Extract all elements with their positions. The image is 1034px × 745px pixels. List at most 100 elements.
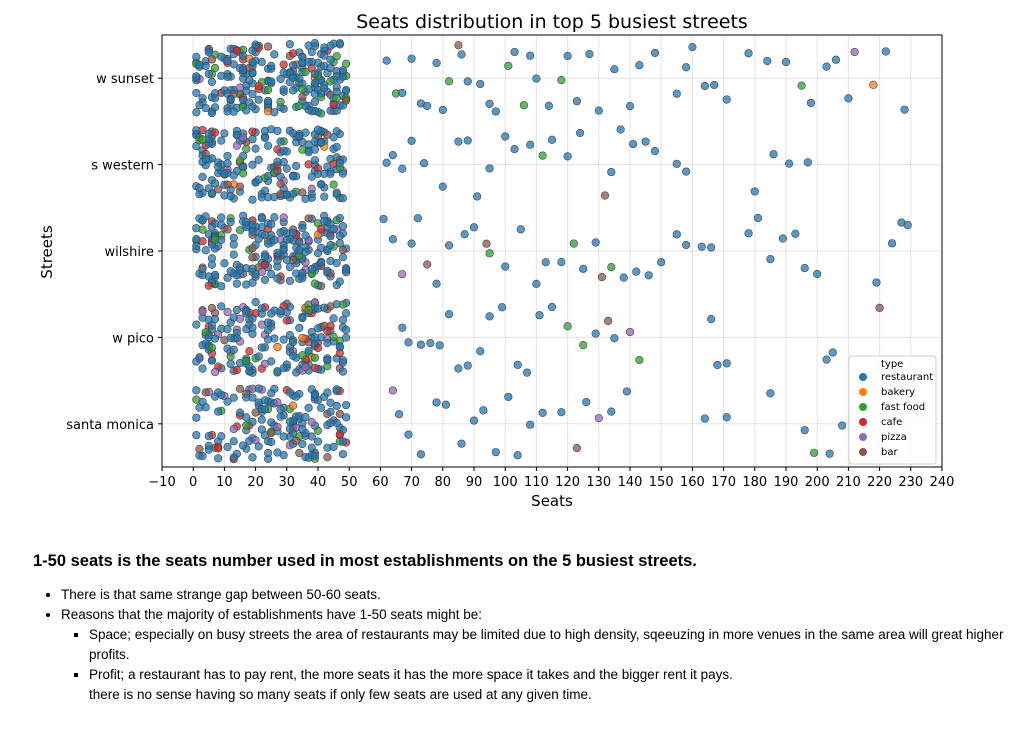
scatter-point <box>800 264 809 273</box>
y-axis-label: Streets <box>38 225 56 279</box>
scatter-point <box>285 276 295 285</box>
legend-label: restaurant <box>881 372 933 383</box>
scatter-point <box>195 183 204 193</box>
scatter-point <box>304 403 313 412</box>
scatter-point <box>497 303 507 312</box>
scatter-point <box>594 414 603 423</box>
scatter-point <box>903 220 912 230</box>
scatter-point <box>398 88 407 98</box>
scatter-point <box>413 214 422 223</box>
scatter-point <box>538 408 547 417</box>
scatter-point <box>700 414 709 423</box>
scatter-point <box>382 56 391 65</box>
scatter-point <box>245 76 254 85</box>
scatter-point <box>763 56 772 66</box>
scatter-point <box>672 89 681 98</box>
scatter-point <box>235 384 245 393</box>
y-tick-label: s western <box>91 159 154 174</box>
legend-label: fast food <box>881 402 925 413</box>
x-tick-label: 10 <box>216 475 233 490</box>
scatter-point <box>629 139 638 149</box>
scatter-point <box>229 393 238 402</box>
scatter-point <box>254 155 263 164</box>
scatter-point <box>398 323 407 332</box>
scatter-point <box>338 315 348 325</box>
scatter-point <box>597 272 607 282</box>
scatter-point <box>282 190 291 199</box>
scatter-point <box>217 432 226 441</box>
scatter-point <box>210 314 220 324</box>
scatter-point <box>307 264 316 274</box>
scatter-point <box>242 280 251 289</box>
scatter-point <box>476 347 485 356</box>
scatter-point <box>504 392 513 402</box>
scatter-point <box>273 398 282 407</box>
scatter-point <box>288 338 298 347</box>
scatter-point <box>295 246 304 255</box>
scatter-point <box>682 240 691 250</box>
scatter-point <box>192 52 201 61</box>
scatter-point <box>338 449 348 459</box>
scatter-point <box>407 54 416 63</box>
scatter-point <box>298 92 307 101</box>
scatter-point <box>457 439 466 448</box>
scatter-point <box>279 146 288 155</box>
scatter-point <box>192 320 201 329</box>
scatter-point <box>438 182 447 191</box>
scatter-point <box>288 129 298 138</box>
scatter-point <box>245 436 254 446</box>
scatter-point <box>270 193 279 202</box>
scatter-point <box>198 307 207 316</box>
scatter-point <box>887 239 897 248</box>
x-tick-label: 240 <box>930 475 955 490</box>
scatter-point <box>214 185 223 194</box>
scatter-point <box>388 151 397 160</box>
scatter-point <box>192 395 201 404</box>
scatter-point <box>192 386 201 395</box>
scatter-point <box>298 188 307 197</box>
scatter-point <box>263 239 273 248</box>
scatter-point <box>207 55 217 64</box>
scatter-point <box>329 332 338 341</box>
scatter-point <box>435 341 444 350</box>
scatter-point <box>569 239 578 248</box>
scatter-point <box>326 169 335 178</box>
scatter-point <box>304 57 313 67</box>
scatter-point <box>223 56 232 66</box>
scatter-point <box>282 255 291 264</box>
scatter-point <box>267 61 276 70</box>
scatter-point <box>263 141 273 150</box>
scatter-point <box>338 367 348 376</box>
scatter-point <box>326 55 335 64</box>
chart-title: Seats distribution in top 5 busiest stre… <box>356 11 748 33</box>
scatter-point <box>575 128 585 138</box>
notes-bullet: Reasons that the majority of establishme… <box>61 605 1013 705</box>
scatter-point <box>285 40 295 49</box>
scatter-point <box>313 437 323 446</box>
scatter-point <box>632 267 641 276</box>
notes-section: 1-50 seats is the seats number used in m… <box>33 552 1013 705</box>
scatter-point <box>310 390 319 399</box>
scatter-point <box>479 406 488 415</box>
scatter-point <box>532 74 541 83</box>
scatter-point <box>332 385 341 394</box>
x-axis-label: Seats <box>531 492 573 510</box>
x-tick-label: 100 <box>493 475 518 490</box>
y-tick-label: santa monica <box>66 418 154 433</box>
legend-marker <box>859 373 867 381</box>
scatter-point <box>341 413 351 422</box>
scatter-point <box>317 224 326 234</box>
scatter-point <box>195 60 204 70</box>
legend-label: cafe <box>881 417 902 428</box>
notes-sub-bullet-line: Profit; a restaurant has to pay rent, th… <box>89 667 733 682</box>
legend-label: bakery <box>881 387 915 398</box>
scatter-point <box>766 255 775 264</box>
scatter-point <box>722 95 731 104</box>
scatter-point <box>279 364 288 373</box>
scatter-point <box>594 106 603 115</box>
scatter-point <box>557 408 566 417</box>
scatter-point <box>532 279 541 288</box>
scatter-point <box>245 347 254 356</box>
scatter-point <box>304 346 313 355</box>
scatter-point <box>753 213 763 223</box>
